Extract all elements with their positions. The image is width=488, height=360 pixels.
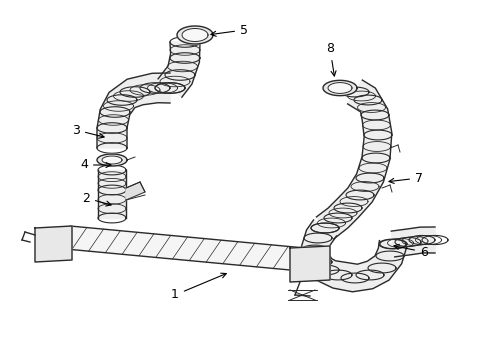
Polygon shape — [97, 73, 170, 148]
Polygon shape — [301, 220, 406, 292]
Polygon shape — [102, 156, 122, 164]
Polygon shape — [126, 182, 145, 200]
Polygon shape — [316, 80, 391, 239]
Polygon shape — [182, 28, 207, 41]
Polygon shape — [323, 80, 356, 96]
Polygon shape — [177, 26, 213, 44]
Text: 2: 2 — [82, 192, 111, 206]
Text: 1: 1 — [171, 273, 226, 302]
Polygon shape — [289, 246, 329, 282]
Text: 4: 4 — [80, 158, 111, 171]
Text: 8: 8 — [325, 42, 335, 76]
Polygon shape — [327, 82, 351, 93]
Text: 3: 3 — [72, 123, 104, 138]
Text: 5: 5 — [210, 23, 247, 36]
Polygon shape — [390, 227, 434, 257]
Polygon shape — [158, 42, 200, 97]
Text: 6: 6 — [393, 244, 427, 258]
Polygon shape — [55, 226, 305, 270]
Text: 7: 7 — [388, 171, 422, 184]
Polygon shape — [97, 154, 127, 166]
Polygon shape — [35, 226, 72, 262]
Polygon shape — [98, 170, 126, 218]
